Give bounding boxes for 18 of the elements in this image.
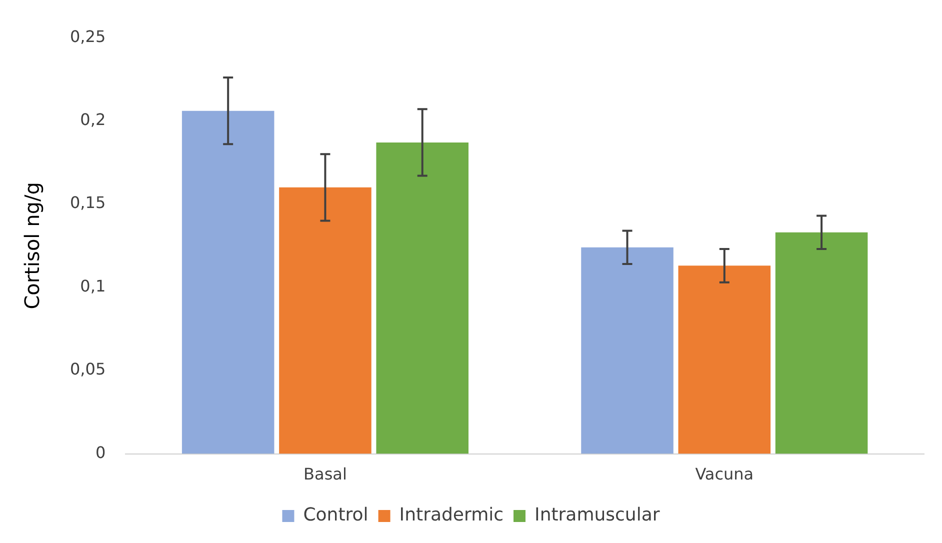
y-axis-title: Cortisol ng/g: [20, 182, 44, 310]
legend-label: Intramuscular: [534, 504, 660, 526]
legend-label: Control: [303, 504, 368, 526]
y-tick-label: 0,1: [80, 276, 106, 296]
y-tick-label: 0,15: [70, 193, 106, 212]
y-tick-label: 0,05: [70, 360, 106, 379]
legend-label: Intradermic: [399, 504, 504, 526]
x-tick-label: Basal: [304, 464, 347, 484]
bar: [581, 247, 674, 454]
y-tick-label: 0,2: [80, 110, 106, 129]
bar: [678, 266, 771, 454]
bar: [279, 187, 372, 454]
bar: [376, 142, 468, 454]
x-tick-label: Vacuna: [695, 464, 754, 484]
bar: [775, 232, 868, 454]
y-tick-label: 0,25: [70, 26, 106, 46]
bar: [182, 110, 274, 454]
y-tick-label: 0: [95, 442, 106, 462]
